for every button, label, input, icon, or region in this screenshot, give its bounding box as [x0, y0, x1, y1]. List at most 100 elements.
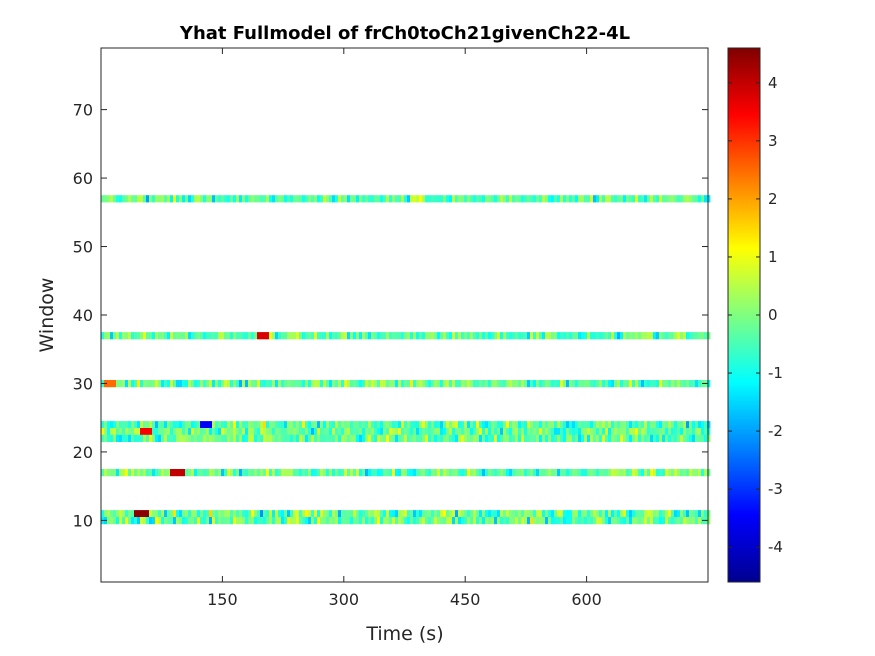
heatmap-cell — [524, 517, 528, 525]
heatmap-cell — [194, 469, 198, 477]
heatmap-cell — [194, 510, 198, 518]
heatmap-cell — [116, 469, 120, 477]
heatmap-cell — [119, 380, 123, 388]
heatmap-cell — [152, 380, 156, 388]
heatmap-cell — [230, 195, 234, 203]
heatmap-cell — [620, 434, 624, 442]
heatmap-cell — [305, 195, 309, 203]
heatmap-cell — [503, 195, 507, 203]
heatmap-cell — [131, 428, 135, 436]
heatmap-cell — [107, 469, 111, 477]
heatmap-cell — [557, 510, 561, 518]
heatmap-cell — [284, 332, 288, 340]
heatmap-cell — [440, 421, 444, 429]
heatmap-cell — [659, 421, 663, 429]
heatmap-cell — [434, 195, 438, 203]
heatmap-cell — [656, 428, 660, 436]
heatmap-cell — [638, 195, 642, 203]
heatmap-cell — [527, 469, 531, 477]
heatmap-cell — [329, 421, 333, 429]
heatmap-cell — [632, 195, 636, 203]
heatmap-cell — [110, 428, 114, 436]
heatmap-cell — [119, 517, 123, 525]
heatmap-cell — [668, 428, 672, 436]
y-axis-label: Window — [36, 278, 58, 353]
heatmap-cell — [320, 421, 324, 429]
heatmap-cell — [197, 428, 201, 436]
heatmap-cell — [257, 469, 261, 477]
heatmap-cell — [230, 469, 234, 477]
heatmap-cell — [689, 510, 693, 518]
heatmap-cell — [224, 517, 228, 525]
heatmap-cell — [452, 517, 456, 525]
heatmap-cell — [191, 434, 195, 442]
heatmap-cell — [206, 332, 210, 340]
heatmap-cell — [608, 195, 612, 203]
heatmap-cell — [449, 428, 453, 436]
heatmap-cell — [365, 428, 369, 436]
heatmap-cell — [488, 428, 492, 436]
y-tick-label: 10 — [73, 511, 93, 530]
heatmap-cell — [422, 380, 426, 388]
heatmap-cell — [146, 510, 150, 518]
heatmap-cell — [608, 469, 612, 477]
heatmap-cell — [134, 421, 138, 429]
heatmap-cell — [365, 517, 369, 525]
heatmap-cell — [239, 332, 243, 340]
heatmap-cell — [290, 517, 294, 525]
heatmap-cell — [209, 421, 213, 429]
heatmap-cell — [428, 510, 432, 518]
heatmap-cell — [506, 195, 510, 203]
heatmap-cell — [221, 421, 225, 429]
heatmap-cell — [596, 195, 600, 203]
heatmap-cell — [392, 434, 396, 442]
heatmap-cell — [299, 421, 303, 429]
heatmap-cell — [395, 428, 399, 436]
heatmap-cell — [200, 380, 204, 388]
heatmap-cell — [659, 517, 663, 525]
heatmap-cell — [323, 510, 327, 518]
heatmap-cell — [146, 428, 150, 436]
heatmap-cell — [113, 332, 117, 340]
heatmap-cell — [386, 332, 390, 340]
heatmap-cell — [308, 332, 312, 340]
heatmap-cell — [608, 434, 612, 442]
heatmap-cell — [338, 434, 342, 442]
heatmap-cell — [563, 195, 567, 203]
heatmap-cell — [695, 421, 699, 429]
heatmap-cell — [170, 428, 174, 436]
heatmap-cell — [497, 510, 501, 518]
heatmap-cell — [662, 510, 666, 518]
heatmap-cell — [314, 428, 318, 436]
heatmap-cell — [308, 510, 312, 518]
heatmap-cell — [293, 434, 297, 442]
heatmap-cell — [440, 332, 444, 340]
heatmap-cell — [152, 510, 156, 518]
heatmap-cell — [602, 421, 606, 429]
heatmap-cell — [332, 510, 336, 518]
heatmap-cell — [605, 332, 609, 340]
heatmap-cell — [206, 434, 210, 442]
heatmap-cell — [395, 469, 399, 477]
heatmap-cell — [335, 510, 339, 518]
heatmap-cell — [701, 428, 705, 436]
heatmap-cell — [569, 510, 573, 518]
heatmap-cell — [227, 469, 231, 477]
heatmap-cell — [665, 510, 669, 518]
heatmap-cell — [317, 195, 321, 203]
heatmap-cell — [398, 510, 402, 518]
heatmap-cell — [371, 332, 375, 340]
heatmap-cell — [254, 380, 258, 388]
heatmap-cell — [494, 380, 498, 388]
heatmap-cell — [416, 195, 420, 203]
heatmap-cell — [356, 332, 360, 340]
heatmap-cell — [122, 510, 126, 518]
heatmap-cell — [536, 195, 540, 203]
heatmap-cell — [587, 434, 591, 442]
heatmap-cell — [158, 380, 162, 388]
heatmap-cell — [239, 380, 243, 388]
heatmap-cell — [566, 434, 570, 442]
heatmap-cell — [167, 469, 171, 477]
heatmap-cell — [401, 421, 405, 429]
heatmap-cell — [236, 195, 240, 203]
